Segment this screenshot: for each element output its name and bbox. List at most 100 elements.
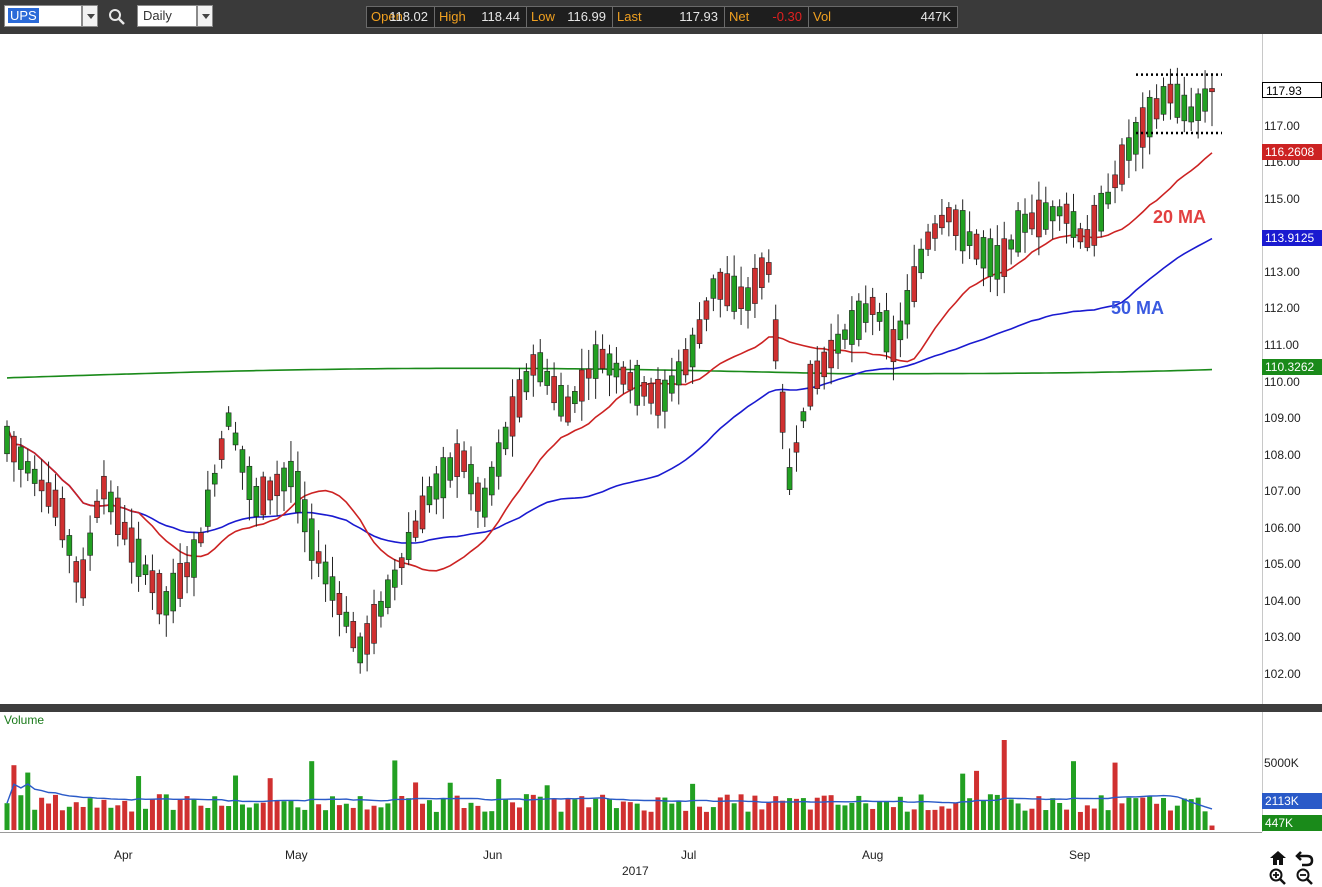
volume-bar-up bbox=[572, 799, 578, 830]
volume-bar-up bbox=[1161, 798, 1167, 830]
candle-up bbox=[1146, 96, 1153, 138]
volume-bar-up bbox=[87, 798, 93, 830]
volume-bar-down bbox=[925, 810, 931, 830]
candle-up bbox=[592, 344, 599, 379]
volume-bar-up bbox=[18, 795, 24, 830]
zoom-in-icon[interactable] bbox=[1268, 867, 1288, 887]
volume-bar-up bbox=[1098, 795, 1104, 830]
zoom-out-icon[interactable] bbox=[1295, 867, 1315, 887]
volume-bar-down bbox=[129, 811, 135, 830]
candle-down bbox=[565, 396, 571, 423]
candle-up bbox=[862, 303, 869, 323]
candle-up bbox=[66, 535, 73, 556]
volume-bar-down bbox=[551, 798, 557, 830]
candle-up bbox=[253, 486, 260, 517]
panel-separator[interactable] bbox=[0, 704, 1322, 712]
candle-up bbox=[440, 457, 447, 499]
volume-bar-down bbox=[780, 800, 786, 830]
volume-bar-down bbox=[793, 798, 799, 830]
volume-bar-down bbox=[516, 807, 522, 830]
price-tick-label: 102.00 bbox=[1264, 666, 1301, 681]
candle-down bbox=[1139, 107, 1146, 148]
candle-up bbox=[108, 491, 114, 513]
volume-bar-up bbox=[309, 761, 315, 830]
candle-down bbox=[620, 366, 627, 385]
volume-chart[interactable] bbox=[0, 712, 1262, 832]
month-label: Aug bbox=[862, 848, 884, 862]
volume-bar-up bbox=[634, 803, 640, 830]
volume-average-tag: 2113K bbox=[1262, 793, 1322, 809]
volume-bar-down bbox=[101, 799, 107, 830]
candle-down bbox=[765, 262, 772, 275]
candle-up bbox=[856, 300, 862, 340]
volume-bar-down bbox=[94, 807, 100, 830]
period-dropdown-button[interactable] bbox=[197, 5, 213, 27]
volume-bar-down bbox=[198, 805, 204, 830]
candle-down bbox=[696, 319, 703, 344]
volume-bar-up bbox=[246, 807, 252, 830]
candle-down bbox=[509, 396, 516, 437]
candle-up bbox=[558, 385, 564, 417]
candle-down bbox=[932, 223, 938, 239]
date-axis bbox=[0, 832, 1262, 886]
volume-bar-up bbox=[323, 810, 329, 830]
volume-bar-up bbox=[496, 779, 502, 830]
volume-bar-up bbox=[1050, 798, 1056, 830]
volume-bar-up bbox=[1202, 811, 1208, 830]
volume-last-tag: 447K bbox=[1262, 815, 1322, 831]
symbol-input[interactable]: UPS bbox=[4, 5, 82, 27]
volume-bar-up bbox=[662, 797, 668, 830]
volume-bar-down bbox=[890, 807, 896, 830]
candle-down bbox=[184, 562, 190, 578]
ma20-price-tag: 116.2608 bbox=[1262, 144, 1322, 160]
volume-bar-down bbox=[510, 802, 516, 830]
volume-bar-up bbox=[994, 794, 1000, 830]
candle-up bbox=[731, 275, 737, 312]
undo-icon[interactable] bbox=[1295, 848, 1315, 868]
volume-bar-down bbox=[184, 796, 190, 830]
volume-bar-up bbox=[1174, 805, 1180, 830]
volume-bar-up bbox=[544, 785, 550, 830]
volume-bar-down bbox=[870, 808, 876, 830]
candle-down bbox=[149, 570, 156, 594]
volume-bar-down bbox=[620, 801, 626, 830]
volume-bar-up bbox=[406, 798, 412, 830]
candle-down bbox=[80, 559, 86, 599]
candle-up bbox=[675, 361, 682, 386]
candle-down bbox=[682, 349, 689, 376]
candle-up bbox=[1181, 94, 1188, 122]
quote-open: Open 118.02 bbox=[367, 7, 435, 27]
search-icon[interactable] bbox=[108, 8, 126, 26]
volume-bar-down bbox=[52, 794, 58, 830]
volume-bar-down bbox=[475, 805, 481, 830]
volume-bar-up bbox=[967, 798, 973, 830]
candle-down bbox=[315, 551, 322, 564]
volume-bar-up bbox=[343, 803, 349, 830]
price-tick-label: 104.00 bbox=[1264, 593, 1301, 608]
volume-bar-down bbox=[683, 810, 689, 830]
price-tick-label: 112.00 bbox=[1264, 301, 1300, 316]
volume-bar-down bbox=[46, 803, 52, 830]
volume-bar-down bbox=[1084, 805, 1090, 830]
ma20-label: 20 MA bbox=[1153, 207, 1207, 227]
volume-bar-up bbox=[856, 795, 862, 830]
volume-bar-up bbox=[205, 807, 211, 830]
home-icon[interactable] bbox=[1268, 848, 1288, 868]
volume-bar-up bbox=[835, 804, 841, 830]
price-chart[interactable] bbox=[0, 34, 1262, 704]
quote-label: Last bbox=[617, 9, 642, 24]
volume-bar-down bbox=[316, 804, 322, 830]
volume-bar-down bbox=[655, 797, 661, 830]
volume-bar-up bbox=[676, 801, 682, 830]
candle-up bbox=[606, 353, 613, 376]
symbol-dropdown-button[interactable] bbox=[82, 5, 98, 27]
candle-down bbox=[412, 520, 419, 538]
quote-low: Low 116.99 bbox=[527, 7, 613, 27]
candle-up bbox=[689, 334, 696, 368]
volume-bar-up bbox=[558, 811, 564, 830]
period-select[interactable]: Daily bbox=[137, 5, 197, 27]
volume-bar-down bbox=[122, 800, 128, 830]
volume-bar-down bbox=[1167, 810, 1173, 830]
volume-bar-up bbox=[1188, 799, 1194, 830]
candle-down bbox=[38, 479, 45, 492]
